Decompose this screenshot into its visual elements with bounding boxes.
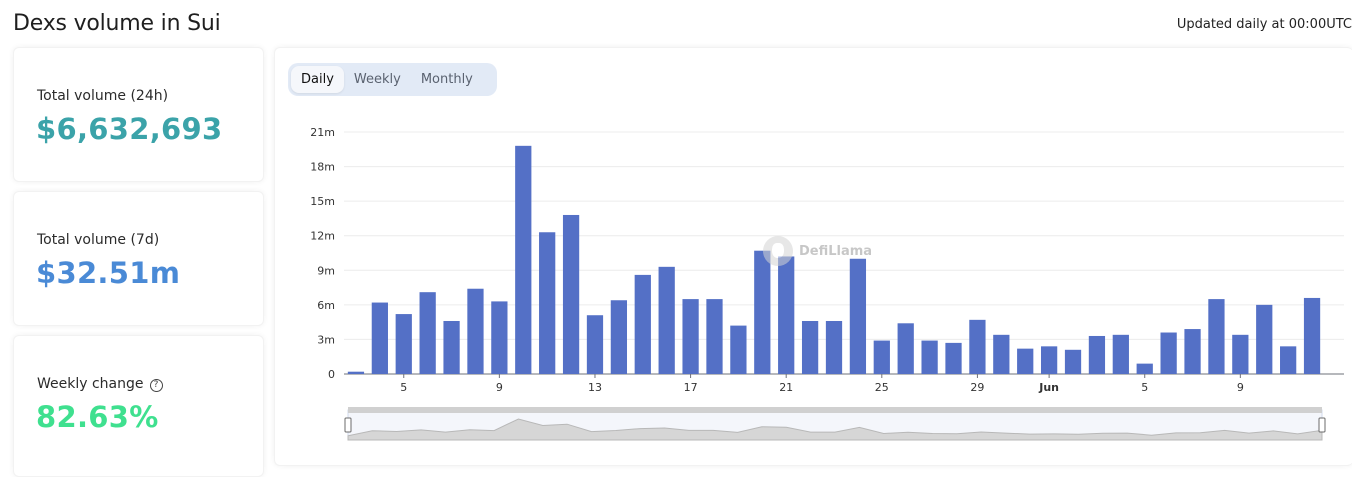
y-tick-label: 21m [310,126,335,139]
bar [706,299,723,374]
defillama-watermark: DefiLlama [763,236,872,266]
y-tick-label: 9m [317,264,335,277]
page-title: Dexs volume in Sui [13,11,221,36]
bar [562,214,580,374]
y-tick-label: 15m [310,195,335,208]
zoom-handle-right[interactable] [1318,417,1326,433]
bar [1208,299,1225,374]
bar [1280,346,1297,374]
period-tabs: Daily Weekly Monthly [288,63,497,96]
bar [993,334,1010,374]
bar [1040,346,1058,374]
stat-value-volume-24h: $6,632,693 [36,112,223,146]
bar [730,325,747,374]
stat-label-weekly-change: Weekly change [37,376,144,392]
bar [1017,348,1034,374]
bar [1112,334,1129,374]
bar [371,302,388,374]
bar [610,300,628,374]
x-tick-label: 25 [875,381,889,394]
tab-weekly[interactable]: Weekly [353,72,401,87]
stat-label-volume-7d: Total volume (7d) [37,232,160,248]
bar [634,274,651,374]
bar [825,320,843,374]
bar [921,340,938,374]
bar [1303,297,1321,374]
stat-label-weekly-change-row: Weekly change? [37,376,163,392]
update-schedule-note: Updated daily at 00:00UTC [1176,17,1352,32]
bar [347,371,365,374]
bar [873,340,890,374]
x-tick-label: 9 [1237,381,1244,394]
bar [1232,334,1249,374]
x-tick-label: Jun [1038,381,1059,394]
chart-panel [274,47,1352,466]
bar [443,320,460,374]
y-tick-label: 0 [328,368,335,381]
y-tick-label: 3m [317,333,335,346]
zoom-slider-bar [348,407,1322,413]
y-tick-label: 12m [310,230,335,243]
zoom-preview-area [347,418,1323,441]
x-tick-label: 9 [496,381,503,394]
bar [658,266,675,374]
bar [491,301,508,374]
bar [515,145,532,374]
x-tick-label: 5 [1141,381,1148,394]
watermark-text: DefiLlama [799,243,873,259]
volume-bar-chart: 0 3m 6m 9m 12m 15m 18m 21m 5 9 13 17 21 25 29 Jun 5 9 [310,126,1344,441]
zoom-handle-left[interactable] [344,417,352,433]
bar [945,342,962,374]
tab-monthly[interactable]: Monthly [420,72,473,87]
stat-card-weekly-change: Weekly change? 82.63% [13,335,264,477]
y-tick-label: 6m [317,299,335,312]
bar [1256,304,1273,374]
bar [1064,349,1082,374]
bar [419,292,436,374]
stat-label-volume-24h: Total volume (24h) [37,88,169,104]
x-tick-label: 13 [588,381,602,394]
stat-card-volume-24h: Total volume (24h) $6,632,693 [13,47,264,182]
bar [801,320,819,374]
bar [1088,335,1106,374]
bar [1160,332,1177,374]
help-icon[interactable]: ? [149,379,163,392]
bar [1136,363,1153,374]
bar [586,315,604,374]
bar [467,288,484,374]
y-tick-label: 18m [310,161,335,174]
bar [1184,329,1201,374]
x-tick-label: 5 [400,381,407,394]
x-tick-label: 29 [970,381,984,394]
stat-value-volume-7d: $32.51m [36,256,181,290]
bar [969,319,986,374]
bar [897,323,914,374]
x-tick-label: 21 [779,381,793,394]
bar [395,314,412,374]
bar [849,258,867,374]
bar [754,250,771,374]
x-tick-label: 17 [684,381,698,394]
bar [778,256,795,374]
stat-value-weekly-change: 82.63% [36,400,159,434]
tab-daily[interactable]: Daily [291,66,344,93]
bar [682,299,699,374]
stat-card-volume-7d: Total volume (7d) $32.51m [13,191,264,326]
bar [539,232,556,374]
llama-logo-icon [763,236,793,266]
